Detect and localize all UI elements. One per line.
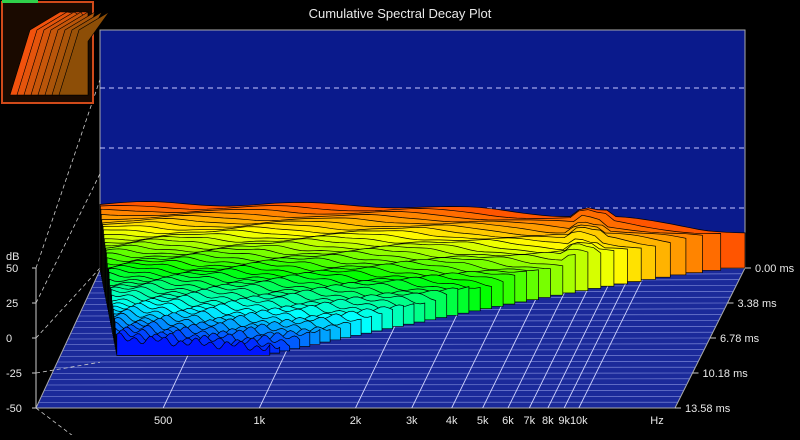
time-tick-label: 13.58 ms bbox=[685, 403, 731, 415]
x-tick-label: 1k bbox=[254, 415, 266, 427]
x-tick-label: 5k bbox=[477, 415, 489, 427]
x-tick-label: 8k bbox=[542, 415, 554, 427]
x-tick-label: 10k bbox=[570, 415, 588, 427]
y-tick-label: 0 bbox=[6, 333, 12, 345]
time-tick-label: 10.18 ms bbox=[703, 368, 749, 380]
x-axis-label: Hz bbox=[650, 415, 663, 427]
y-axis-label: dB bbox=[6, 251, 19, 263]
y-perspective-line bbox=[36, 80, 100, 268]
y-tick-label: 25 bbox=[6, 298, 18, 310]
y-perspective-line bbox=[36, 174, 100, 303]
x-tick-label: 6k bbox=[502, 415, 514, 427]
x-tick-label: 7k bbox=[524, 415, 536, 427]
chart-title: Cumulative Spectral Decay Plot bbox=[0, 6, 800, 21]
x-tick-label: 500 bbox=[154, 415, 172, 427]
x-tick-label: 3k bbox=[406, 415, 418, 427]
y-tick-label: -25 bbox=[6, 368, 22, 380]
time-tick-label: 3.38 ms bbox=[738, 298, 778, 310]
x-tick-label: 4k bbox=[446, 415, 458, 427]
y-tick-label: 50 bbox=[6, 263, 18, 275]
x-tick-label: 9k bbox=[558, 415, 570, 427]
y-perspective-line bbox=[36, 408, 100, 435]
time-tick-label: 0.00 ms bbox=[755, 263, 795, 275]
y-tick-label: -50 bbox=[6, 403, 22, 415]
time-tick-label: 6.78 ms bbox=[720, 333, 760, 345]
x-tick-label: 2k bbox=[350, 415, 362, 427]
thumbnail-indicator bbox=[2, 0, 38, 3]
